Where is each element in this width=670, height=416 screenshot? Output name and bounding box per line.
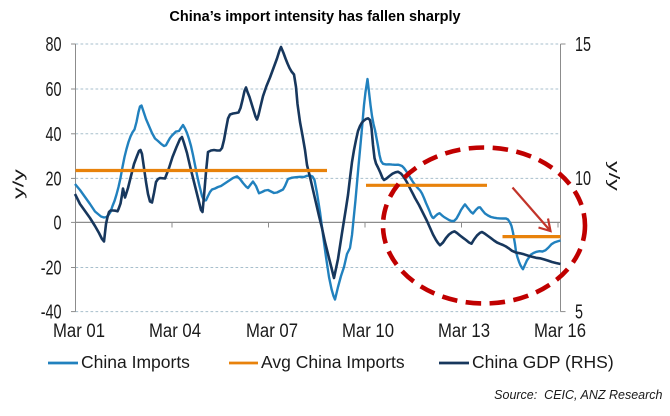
svg-text:Mar 13: Mar 13	[438, 320, 490, 341]
svg-text:Mar 10: Mar 10	[342, 320, 394, 341]
svg-text:Mar 04: Mar 04	[149, 320, 201, 341]
svg-text:Mar 07: Mar 07	[246, 320, 298, 341]
svg-text:40: 40	[45, 122, 61, 145]
svg-text:Source: CEIC, ANZ Research: Source: CEIC, ANZ Research	[494, 388, 662, 402]
svg-text:15: 15	[575, 33, 591, 56]
svg-text:Mar 01: Mar 01	[53, 320, 105, 341]
svg-text:China GDP (RHS): China GDP (RHS)	[472, 352, 614, 372]
svg-text:y/y: y/y	[10, 169, 27, 199]
svg-text:-20: -20	[41, 256, 62, 279]
svg-text:60: 60	[45, 78, 61, 101]
svg-text:20: 20	[45, 167, 61, 190]
svg-text:Mar 16: Mar 16	[534, 320, 586, 341]
svg-text:China Imports: China Imports	[81, 352, 190, 372]
svg-text:-40: -40	[41, 300, 62, 323]
svg-text:y/y: y/y	[605, 161, 622, 191]
svg-text:5: 5	[575, 300, 583, 323]
svg-text:Avg China Imports: Avg China Imports	[261, 352, 405, 372]
svg-text:10: 10	[575, 166, 591, 189]
svg-text:0: 0	[53, 211, 61, 234]
svg-text:80: 80	[45, 33, 61, 56]
svg-text:China’s import intensity has f: China’s import intensity has fallen shar…	[169, 9, 460, 25]
